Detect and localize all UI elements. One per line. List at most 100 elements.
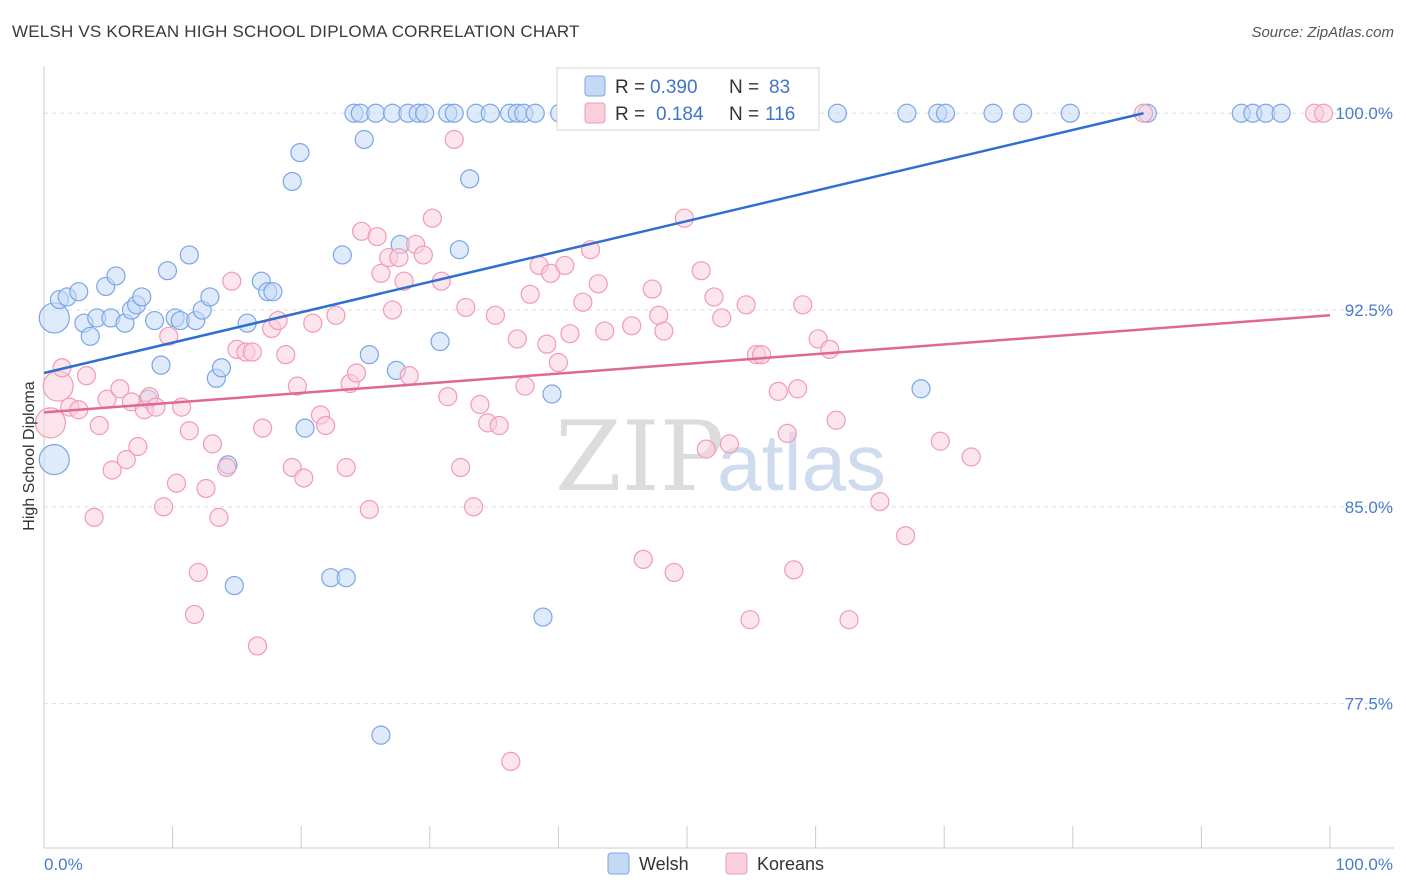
korean-point-49 bbox=[367, 226, 387, 247]
korean-point-64 bbox=[463, 497, 484, 517]
korean-point-39 bbox=[294, 468, 314, 488]
y-tick-label-1: 92.5% bbox=[1345, 301, 1393, 320]
welsh-point-24 bbox=[200, 287, 220, 307]
korean-point-10 bbox=[110, 379, 130, 399]
korean-point-60 bbox=[438, 387, 458, 407]
korean-point-74 bbox=[537, 334, 557, 354]
korean-point-22 bbox=[184, 604, 205, 625]
korean-point-84 bbox=[622, 316, 642, 336]
korean-point-24 bbox=[196, 478, 216, 499]
welsh-point-74 bbox=[935, 103, 956, 123]
korean-point-50 bbox=[371, 263, 391, 283]
welsh-point-75 bbox=[983, 103, 1003, 123]
welsh-point-0 bbox=[38, 444, 70, 476]
korean-point-102 bbox=[784, 560, 804, 580]
korean-point-100 bbox=[768, 381, 788, 401]
y-axis-label: High School Diploma bbox=[21, 381, 38, 531]
korean-point-97 bbox=[740, 610, 760, 630]
korean-point-71 bbox=[515, 376, 535, 396]
korean-point-58 bbox=[422, 208, 442, 228]
welsh-point-61 bbox=[525, 103, 545, 123]
korean-point-7 bbox=[89, 415, 109, 436]
korean-point-101 bbox=[777, 423, 797, 443]
korean-point-5 bbox=[76, 366, 97, 386]
korean-point-77 bbox=[555, 255, 575, 276]
welsh-point-55 bbox=[460, 169, 480, 189]
y-tick-label-0: 100.0% bbox=[1335, 104, 1393, 123]
korean-point-43 bbox=[326, 305, 346, 325]
welsh-point-63 bbox=[542, 384, 562, 404]
welsh-point-33 bbox=[282, 171, 302, 192]
legend-r-label-koreans: R = bbox=[615, 104, 645, 125]
korean-point-25 bbox=[202, 434, 223, 454]
legend-r-label-welsh: R = bbox=[615, 77, 645, 98]
welsh-point-35 bbox=[295, 418, 315, 438]
x-tick-label-0: 0.0% bbox=[44, 855, 83, 874]
welsh-point-41 bbox=[354, 129, 374, 150]
korean-point-67 bbox=[485, 305, 505, 325]
korean-point-95 bbox=[719, 434, 740, 454]
trend-lines bbox=[43, 112, 1331, 414]
welsh-point-57 bbox=[480, 103, 500, 123]
korean-point-44 bbox=[336, 457, 356, 478]
series-legend-label-welsh: Welsh bbox=[639, 854, 689, 874]
korean-point-112 bbox=[961, 447, 981, 467]
korean-point-11 bbox=[116, 450, 136, 470]
korean-point-42 bbox=[316, 415, 336, 436]
korean-point-115 bbox=[1313, 103, 1334, 123]
korean-point-76 bbox=[548, 352, 569, 373]
korean-point-31 bbox=[242, 342, 262, 362]
series-legend-swatch-koreans bbox=[725, 852, 748, 875]
legend-n-label-welsh: N = bbox=[729, 77, 759, 98]
welsh-point-4 bbox=[69, 282, 89, 302]
data-points bbox=[34, 103, 1334, 772]
welsh-point-16 bbox=[144, 310, 165, 331]
korean-point-17 bbox=[153, 497, 174, 517]
welsh-point-43 bbox=[366, 103, 386, 123]
welsh-point-34 bbox=[290, 142, 310, 163]
korean-point-78 bbox=[560, 324, 580, 344]
welsh-point-54 bbox=[449, 240, 469, 260]
korean-point-96 bbox=[736, 295, 756, 315]
korean-point-79 bbox=[573, 292, 593, 312]
legend-n-label-koreans: N = bbox=[729, 104, 759, 125]
korean-trend-line bbox=[43, 314, 1331, 414]
welsh-point-50 bbox=[415, 103, 435, 123]
welsh-point-53 bbox=[444, 103, 464, 123]
korean-point-13 bbox=[128, 436, 148, 457]
welsh-point-62 bbox=[533, 607, 553, 627]
korean-point-21 bbox=[179, 421, 199, 441]
korean-point-38 bbox=[287, 376, 307, 396]
legend-swatch-koreans bbox=[584, 102, 606, 124]
korean-point-19 bbox=[166, 473, 187, 493]
korean-point-53 bbox=[389, 247, 409, 268]
y-tick-label-2: 85.0% bbox=[1345, 498, 1393, 517]
welsh-point-76 bbox=[1013, 103, 1033, 123]
korean-point-106 bbox=[820, 339, 840, 360]
welsh-point-32 bbox=[263, 282, 283, 302]
korean-point-61 bbox=[444, 129, 464, 150]
welsh-trend-line bbox=[43, 112, 1144, 375]
korean-point-62 bbox=[451, 457, 471, 478]
welsh-point-6 bbox=[80, 326, 100, 346]
korean-point-36 bbox=[276, 345, 296, 365]
korean-point-107 bbox=[826, 410, 846, 430]
welsh-point-70 bbox=[827, 103, 848, 123]
korean-point-104 bbox=[793, 295, 813, 315]
series-legend: Welsh Koreans bbox=[607, 852, 824, 875]
korean-point-81 bbox=[588, 274, 608, 294]
korean-point-16 bbox=[146, 397, 166, 417]
welsh-point-77 bbox=[1060, 103, 1080, 123]
korean-point-90 bbox=[674, 208, 695, 228]
y-tick-labels: 100.0% 92.5% 85.0% 77.5% bbox=[1335, 104, 1393, 713]
welsh-point-44 bbox=[371, 725, 391, 745]
welsh-point-14 bbox=[132, 287, 152, 307]
x-ticks bbox=[43, 826, 1331, 848]
korean-point-86 bbox=[642, 279, 662, 299]
legend-n-value-koreans: 116 bbox=[765, 104, 795, 125]
korean-point-52 bbox=[382, 300, 403, 320]
welsh-point-18 bbox=[157, 261, 178, 281]
korean-point-103 bbox=[787, 379, 808, 399]
korean-point-27 bbox=[217, 457, 237, 478]
